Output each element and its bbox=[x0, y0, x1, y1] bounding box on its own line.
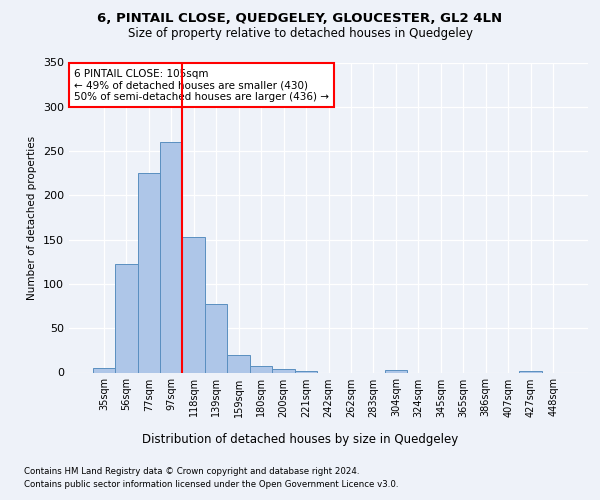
Bar bbox=[295, 370, 317, 372]
Text: Contains public sector information licensed under the Open Government Licence v3: Contains public sector information licen… bbox=[24, 480, 398, 489]
Bar bbox=[385, 370, 407, 372]
Bar bbox=[137, 173, 160, 372]
Text: 6, PINTAIL CLOSE, QUEDGELEY, GLOUCESTER, GL2 4LN: 6, PINTAIL CLOSE, QUEDGELEY, GLOUCESTER,… bbox=[97, 12, 503, 26]
Text: Distribution of detached houses by size in Quedgeley: Distribution of detached houses by size … bbox=[142, 432, 458, 446]
Bar bbox=[272, 369, 295, 372]
Bar bbox=[250, 366, 272, 372]
Text: Size of property relative to detached houses in Quedgeley: Size of property relative to detached ho… bbox=[128, 28, 473, 40]
Bar bbox=[160, 142, 182, 372]
Bar bbox=[520, 370, 542, 372]
Text: 6 PINTAIL CLOSE: 105sqm
← 49% of detached houses are smaller (430)
50% of semi-d: 6 PINTAIL CLOSE: 105sqm ← 49% of detache… bbox=[74, 68, 329, 102]
Bar bbox=[115, 264, 137, 372]
Y-axis label: Number of detached properties: Number of detached properties bbox=[28, 136, 37, 300]
Bar bbox=[182, 237, 205, 372]
Bar bbox=[92, 368, 115, 372]
Bar bbox=[205, 304, 227, 372]
Bar bbox=[227, 355, 250, 372]
Text: Contains HM Land Registry data © Crown copyright and database right 2024.: Contains HM Land Registry data © Crown c… bbox=[24, 468, 359, 476]
